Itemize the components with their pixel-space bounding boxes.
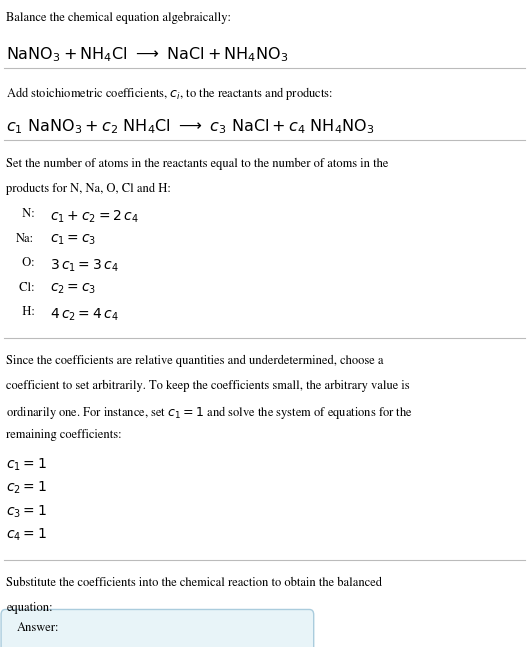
Text: coefficient to set arbitrarily. To keep the coefficients small, the arbitrary va: coefficient to set arbitrarily. To keep … bbox=[6, 380, 410, 392]
Text: O:: O: bbox=[16, 258, 34, 269]
Text: $c_1 = 1$: $c_1 = 1$ bbox=[6, 457, 47, 473]
Text: Substitute the coefficients into the chemical reaction to obtain the balanced: Substitute the coefficients into the che… bbox=[6, 577, 382, 589]
Text: $3\,c_1 = 3\,c_4$: $3\,c_1 = 3\,c_4$ bbox=[50, 258, 119, 274]
Text: Balance the chemical equation algebraically:: Balance the chemical equation algebraica… bbox=[6, 12, 231, 24]
Text: $4\,c_2 = 4\,c_4$: $4\,c_2 = 4\,c_4$ bbox=[50, 307, 119, 323]
Text: $c_1 + c_2 = 2\,c_4$: $c_1 + c_2 = 2\,c_4$ bbox=[50, 208, 139, 225]
Text: products for N, Na, O, Cl and H:: products for N, Na, O, Cl and H: bbox=[6, 182, 171, 195]
Text: $c_4 = 1$: $c_4 = 1$ bbox=[6, 527, 47, 543]
Text: Answer:: Answer: bbox=[17, 622, 59, 634]
FancyBboxPatch shape bbox=[1, 609, 314, 647]
Text: ordinarily one. For instance, set $c_1 = 1$ and solve the system of equations fo: ordinarily one. For instance, set $c_1 =… bbox=[6, 404, 413, 421]
Text: Set the number of atoms in the reactants equal to the number of atoms in the: Set the number of atoms in the reactants… bbox=[6, 158, 389, 170]
Text: Since the coefficients are relative quantities and underdetermined, choose a: Since the coefficients are relative quan… bbox=[6, 355, 384, 367]
Text: N:: N: bbox=[16, 208, 34, 220]
Text: $c_2 = 1$: $c_2 = 1$ bbox=[6, 480, 47, 496]
Text: $c_1\ \mathrm{NaNO_3} + c_2\ \mathrm{NH_4Cl} \ \longrightarrow \ c_3\ \mathrm{Na: $c_1\ \mathrm{NaNO_3} + c_2\ \mathrm{NH_… bbox=[6, 118, 375, 137]
Text: Na:: Na: bbox=[16, 233, 34, 245]
Text: $\mathrm{NaNO_3 + NH_4Cl \ \longrightarrow \ NaCl + NH_4NO_3}$: $\mathrm{NaNO_3 + NH_4Cl \ \longrightarr… bbox=[6, 45, 289, 64]
Text: $c_2 = c_3$: $c_2 = c_3$ bbox=[50, 282, 96, 296]
Text: H:: H: bbox=[16, 307, 35, 318]
Text: $c_1 = c_3$: $c_1 = c_3$ bbox=[50, 233, 96, 247]
Text: remaining coefficients:: remaining coefficients: bbox=[6, 429, 122, 441]
Text: equation:: equation: bbox=[6, 602, 53, 614]
Text: Cl:: Cl: bbox=[16, 282, 34, 294]
Text: Add stoichiometric coefficients, $c_i$, to the reactants and products:: Add stoichiometric coefficients, $c_i$, … bbox=[6, 85, 333, 102]
Text: $c_3 = 1$: $c_3 = 1$ bbox=[6, 503, 47, 520]
